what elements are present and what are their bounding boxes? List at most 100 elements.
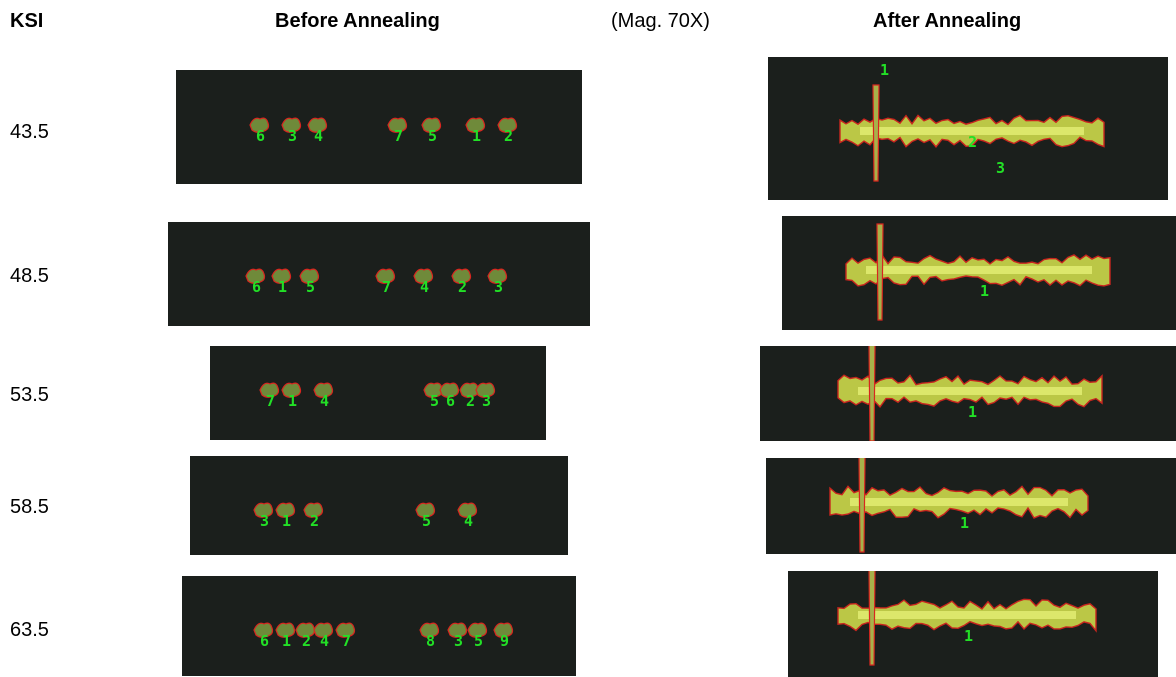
defect-label: 7 bbox=[342, 632, 351, 650]
after-micrograph-row-1: 1 2 3 bbox=[768, 57, 1168, 200]
defect-mark bbox=[281, 117, 302, 133]
defect-mark bbox=[259, 382, 280, 398]
defect-label: 6 bbox=[252, 278, 261, 296]
defect-label: 1 bbox=[278, 278, 287, 296]
defect-label: 6 bbox=[446, 392, 455, 410]
defect-mark bbox=[307, 117, 328, 133]
defect-mark bbox=[271, 268, 292, 284]
defect-label: 4 bbox=[320, 392, 329, 410]
defect-label: 1 bbox=[964, 627, 973, 645]
defect-spike bbox=[872, 84, 880, 182]
band-core bbox=[866, 266, 1092, 274]
defect-label: 1 bbox=[980, 282, 989, 300]
defect-label: 1 bbox=[282, 512, 291, 530]
defect-label: 9 bbox=[500, 632, 509, 650]
defect-label: 7 bbox=[382, 278, 391, 296]
defect-label: 3 bbox=[996, 159, 1005, 177]
defect-mark bbox=[457, 502, 478, 518]
after-micrograph-row-2: 1 bbox=[782, 216, 1176, 330]
defect-mark bbox=[421, 117, 442, 133]
defect-mark bbox=[497, 117, 518, 133]
defect-label: 3 bbox=[482, 392, 491, 410]
defect-label: 5 bbox=[428, 127, 437, 145]
defect-label: 3 bbox=[288, 127, 297, 145]
defect-mark bbox=[475, 382, 496, 398]
defect-mark bbox=[281, 382, 302, 398]
ksi-value-row-5: 63.5 bbox=[10, 619, 49, 641]
defect-mark bbox=[487, 268, 508, 284]
defect-label: 5 bbox=[422, 512, 431, 530]
defect-label: 5 bbox=[474, 632, 483, 650]
defect-mark bbox=[439, 382, 460, 398]
defect-mark bbox=[465, 117, 486, 133]
defect-mark bbox=[419, 622, 440, 638]
defect-label: 8 bbox=[426, 632, 435, 650]
ksi-value-row-3: 53.5 bbox=[10, 384, 49, 406]
defect-mark bbox=[253, 502, 274, 518]
magnification-label: (Mag. 70X) bbox=[611, 10, 710, 32]
defect-label: 6 bbox=[256, 127, 265, 145]
defect-mark bbox=[451, 268, 472, 284]
defect-mark bbox=[299, 268, 320, 284]
defect-label: 2 bbox=[458, 278, 467, 296]
defect-mark bbox=[387, 117, 408, 133]
defect-label: 1 bbox=[282, 632, 291, 650]
ksi-column-header: KSI bbox=[10, 10, 44, 32]
defect-label: 7 bbox=[266, 392, 275, 410]
defect-mark bbox=[447, 622, 468, 638]
after-annealing-header: After Annealing bbox=[873, 10, 1022, 32]
defect-label: 5 bbox=[306, 278, 315, 296]
defect-label: 2 bbox=[466, 392, 475, 410]
defect-spike bbox=[868, 346, 876, 441]
defect-label: 2 bbox=[504, 127, 513, 145]
defect-label: 1 bbox=[880, 61, 889, 79]
defect-label: 1 bbox=[960, 514, 969, 532]
defect-label: 1 bbox=[472, 127, 481, 145]
defect-mark bbox=[275, 502, 296, 518]
after-micrograph-row-4: 1 bbox=[766, 458, 1176, 554]
defect-mark bbox=[413, 268, 434, 284]
defect-mark bbox=[335, 622, 356, 638]
defect-label: 6 bbox=[260, 632, 269, 650]
defect-label: 1 bbox=[968, 403, 977, 421]
band-core bbox=[850, 498, 1068, 506]
ksi-value-row-2: 48.5 bbox=[10, 265, 49, 287]
band-core bbox=[860, 127, 1084, 135]
defect-mark bbox=[245, 268, 266, 284]
defect-spike bbox=[868, 571, 876, 666]
defect-label: 2 bbox=[310, 512, 319, 530]
band-core bbox=[858, 387, 1082, 395]
defect-mark bbox=[313, 382, 334, 398]
defect-label: 4 bbox=[320, 632, 329, 650]
defect-label: 3 bbox=[454, 632, 463, 650]
defect-mark bbox=[415, 502, 436, 518]
defect-mark bbox=[375, 268, 396, 284]
defect-label: 7 bbox=[394, 127, 403, 145]
band-core bbox=[858, 611, 1076, 619]
defect-mark bbox=[253, 622, 274, 638]
defect-mark bbox=[295, 622, 316, 638]
defect-mark bbox=[467, 622, 488, 638]
defect-label: 2 bbox=[302, 632, 311, 650]
after-micrograph-row-5: 1 bbox=[788, 571, 1158, 677]
defect-mark bbox=[303, 502, 324, 518]
defect-label: 4 bbox=[314, 127, 323, 145]
defect-mark bbox=[493, 622, 514, 638]
defect-label: 3 bbox=[494, 278, 503, 296]
defect-label: 5 bbox=[430, 392, 439, 410]
defect-mark bbox=[275, 622, 296, 638]
defect-label: 1 bbox=[288, 392, 297, 410]
after-micrograph-row-3: 1 bbox=[760, 346, 1176, 441]
defect-mark bbox=[313, 622, 334, 638]
defect-label: 2 bbox=[968, 133, 977, 151]
defect-spike bbox=[858, 458, 866, 553]
defect-label: 4 bbox=[464, 512, 473, 530]
defect-spike bbox=[876, 223, 884, 321]
defect-mark bbox=[249, 117, 270, 133]
ksi-value-row-1: 43.5 bbox=[10, 121, 49, 143]
